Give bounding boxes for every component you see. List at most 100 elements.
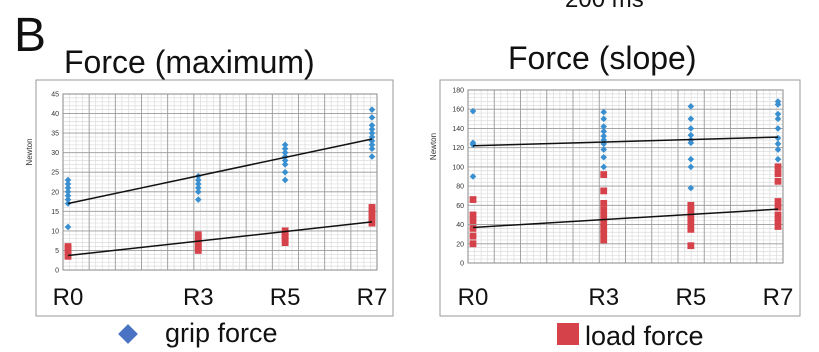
data-point <box>774 203 782 211</box>
data-point <box>469 107 477 115</box>
y-tick-label: 100 <box>452 164 464 171</box>
data-point <box>368 153 376 160</box>
data-point <box>774 223 782 230</box>
y-tick-label: 180 <box>452 88 464 95</box>
y-tick-label: 60 <box>456 203 464 210</box>
data-point <box>281 168 289 176</box>
data-point <box>368 219 376 227</box>
y-tick-label: 25 <box>51 170 59 177</box>
legend-load-marker <box>557 323 579 345</box>
data-point <box>194 188 202 196</box>
y-tick-label: 80 <box>456 184 464 191</box>
data-point <box>600 206 608 214</box>
data-point <box>281 239 289 247</box>
trend-line <box>67 221 373 257</box>
data-point <box>281 153 289 160</box>
figure-header-partial: 200 ms <box>565 0 644 14</box>
data-point <box>368 204 376 211</box>
chart-frame <box>439 79 801 317</box>
x-tick-label: R0 <box>53 284 84 311</box>
plot-area-border <box>62 93 378 271</box>
data-point <box>281 145 289 153</box>
trend-line <box>472 208 779 229</box>
data-point <box>774 211 782 219</box>
data-point <box>64 196 72 203</box>
data-point <box>600 236 608 244</box>
x-tick-label: R7 <box>763 284 794 311</box>
data-point <box>687 163 695 171</box>
data-point <box>281 149 289 156</box>
y-tick-label: 5 <box>55 248 59 255</box>
chart-frame <box>35 79 394 317</box>
x-tick-label: R3 <box>588 284 619 311</box>
data-point <box>774 198 782 205</box>
data-point <box>600 200 608 207</box>
x-tick-label: R5 <box>270 284 301 311</box>
data-point <box>774 125 782 132</box>
data-point <box>600 153 608 161</box>
data-point <box>368 125 376 133</box>
data-point <box>194 184 202 192</box>
data-point <box>469 225 477 232</box>
data-point <box>368 114 376 121</box>
y-tick-label: 15 <box>51 209 59 216</box>
data-point <box>600 108 608 116</box>
y-tick-label: 35 <box>51 131 59 138</box>
y-tick-label: 0 <box>460 261 464 268</box>
data-point <box>469 173 477 180</box>
chart-2-title: Force (slope) <box>508 40 697 76</box>
data-point <box>687 103 695 110</box>
y-tick-label: 45 <box>51 92 59 99</box>
data-point <box>64 180 72 188</box>
data-point <box>600 187 608 195</box>
data-point <box>194 231 202 239</box>
data-point <box>774 110 782 118</box>
data-point <box>600 123 608 130</box>
data-point <box>687 201 695 209</box>
data-point <box>64 188 72 196</box>
data-point <box>687 213 695 221</box>
data-point <box>600 115 608 123</box>
data-point <box>774 163 782 171</box>
data-point <box>774 140 782 148</box>
y-tick-label: 40 <box>51 111 59 118</box>
data-point <box>469 196 477 203</box>
y-axis-label: Newton <box>429 133 438 160</box>
data-point <box>469 211 477 219</box>
data-point <box>600 163 608 171</box>
data-point <box>469 232 477 240</box>
data-point <box>368 137 376 145</box>
data-point <box>774 134 782 142</box>
legend-load-label: load force <box>585 321 704 351</box>
data-point <box>64 223 72 231</box>
data-point <box>194 239 202 247</box>
y-tick-label: 20 <box>456 241 464 248</box>
data-point <box>600 128 608 135</box>
legend-grip-label: grip force <box>165 318 278 348</box>
plot-area-border <box>467 89 784 264</box>
data-point <box>687 242 695 250</box>
series-load-force <box>469 163 782 250</box>
data-point <box>281 161 289 168</box>
data-point <box>368 121 376 129</box>
x-tick-label: R7 <box>357 284 388 311</box>
data-point <box>64 176 72 184</box>
data-point <box>600 146 608 153</box>
chart-1-title: Force (maximum) <box>64 44 315 80</box>
data-point <box>64 243 72 250</box>
data-point <box>687 219 695 227</box>
data-point <box>281 157 289 164</box>
y-tick-label: 160 <box>452 107 464 114</box>
chart-1-plot: 0 5 10 15 20 25 30 35 40 45 Newton R0 R3 R5 R7 <box>25 79 394 317</box>
y-tick-label: 140 <box>452 126 464 133</box>
data-point <box>64 192 72 199</box>
trend-line <box>472 136 779 147</box>
data-point <box>368 211 376 219</box>
data-point <box>774 115 782 123</box>
x-tick-label: R5 <box>676 284 707 311</box>
chart-2-plot: 0 20 40 60 80 100 120 140 160 180 Newton R0 R3 R5 R7 <box>429 79 801 317</box>
y-tick-label: 0 <box>55 268 59 275</box>
data-point <box>687 184 695 192</box>
data-point <box>469 139 477 147</box>
